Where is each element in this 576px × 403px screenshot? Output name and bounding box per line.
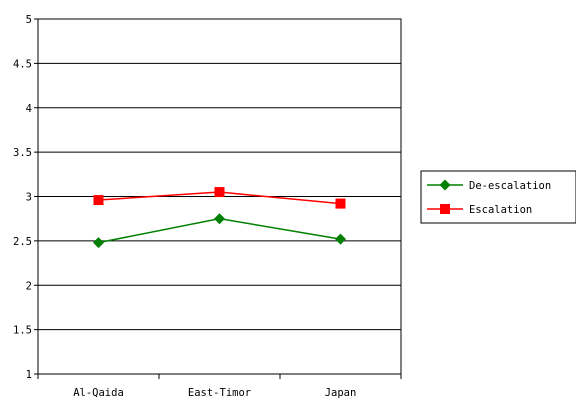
x-tick-label: Japan (325, 387, 357, 399)
y-tick-label: 3 (26, 192, 32, 204)
data-point (214, 187, 225, 198)
legend-marker (439, 179, 451, 191)
legend-marker (440, 204, 450, 214)
data-point (335, 233, 346, 245)
series-diamond (93, 213, 346, 249)
y-tick-label: 1.5 (13, 325, 32, 337)
legend: De-escalation Escalation (420, 170, 576, 224)
y-tick-label: 4.5 (13, 58, 32, 70)
data-point (93, 237, 104, 249)
x-tick-label: East-Timor (188, 387, 251, 399)
y-tick-label: 2 (26, 280, 32, 292)
y-axis-ticks: 1 1.5 2 2.5 3 3.5 4 4.5 5 (13, 14, 38, 381)
x-tick-label: Al-Qaida (73, 387, 124, 399)
y-tick-label: 5 (26, 14, 32, 26)
data-point (214, 213, 225, 225)
legend-label: De-escalation (469, 180, 551, 192)
series-group (93, 187, 346, 249)
legend-label: Escalation (469, 204, 532, 216)
x-axis-ticks: Al-Qaida East-Timor Japan (37, 374, 402, 399)
data-point (93, 195, 104, 206)
y-tick-label: 3.5 (13, 147, 32, 159)
y-tick-label: 4 (26, 103, 32, 115)
y-tick-label: 1 (26, 369, 32, 381)
series-square (93, 187, 346, 209)
data-point (335, 198, 346, 209)
y-tick-label: 2.5 (13, 236, 32, 248)
legend-box (420, 170, 576, 224)
